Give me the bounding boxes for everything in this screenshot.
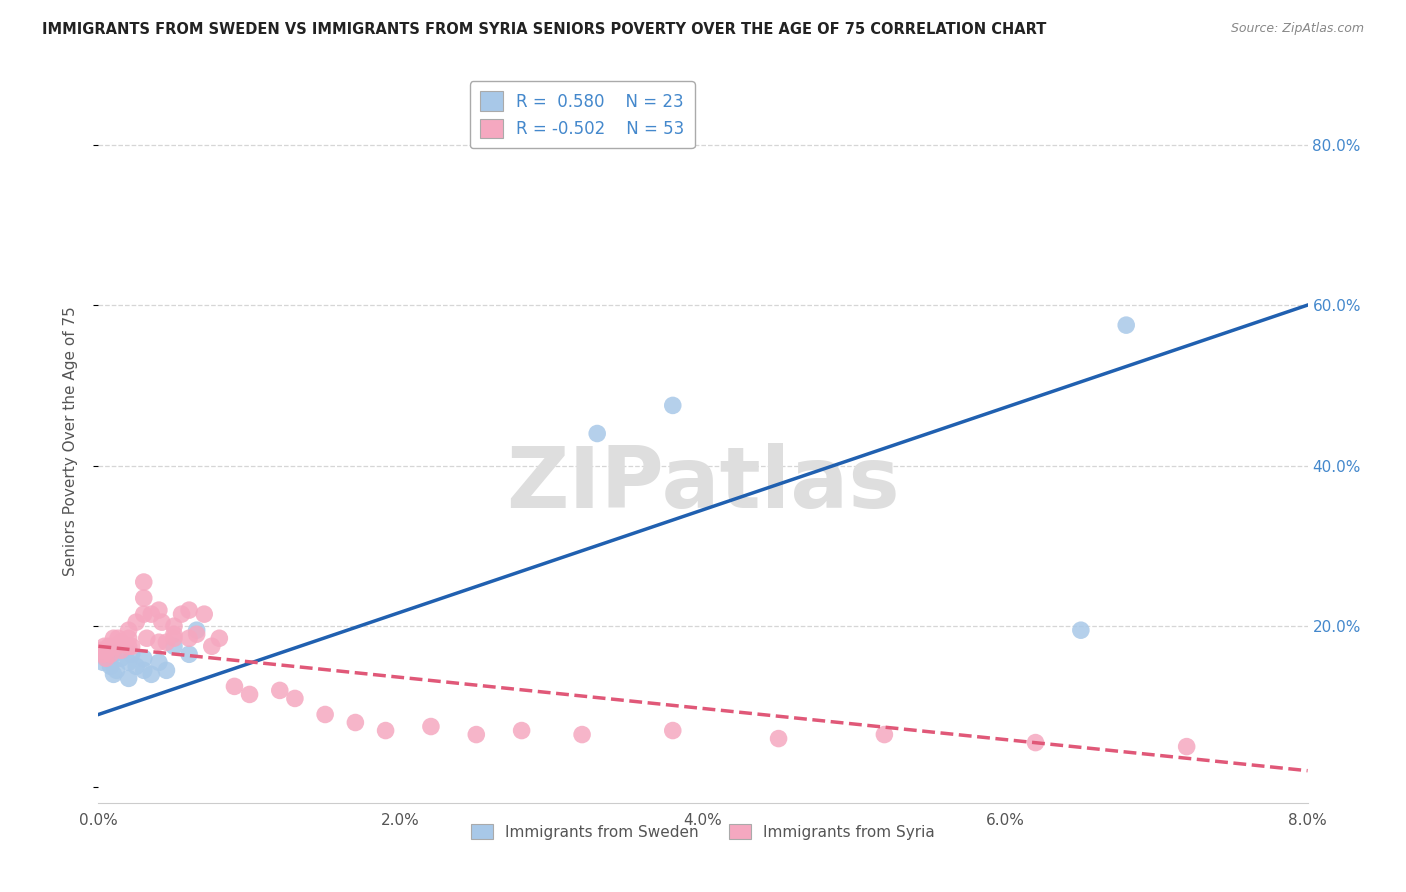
- Point: [661, 398, 683, 412]
- Text: Source: ZipAtlas.com: Source: ZipAtlas.com: [1230, 22, 1364, 36]
- Point: [96, 643, 118, 657]
- Point: [148, 655, 170, 669]
- Point: [768, 731, 790, 746]
- Point: [465, 728, 488, 742]
- Point: [510, 723, 533, 738]
- Point: [148, 603, 170, 617]
- Point: [179, 632, 201, 646]
- Point: [90, 643, 112, 657]
- Point: [91, 655, 114, 669]
- Point: [170, 607, 193, 621]
- Point: [118, 655, 141, 669]
- Y-axis label: Seniors Poverty Over the Age of 75: Seniors Poverty Over the Age of 75: [63, 307, 77, 576]
- Point: [91, 648, 114, 662]
- Point: [94, 651, 117, 665]
- Point: [374, 723, 396, 738]
- Text: IMMIGRANTS FROM SWEDEN VS IMMIGRANTS FROM SYRIA SENIORS POVERTY OVER THE AGE OF : IMMIGRANTS FROM SWEDEN VS IMMIGRANTS FRO…: [42, 22, 1046, 37]
- Point: [107, 632, 129, 646]
- Point: [163, 627, 186, 641]
- Point: [208, 632, 231, 646]
- Point: [105, 639, 128, 653]
- Point: [1115, 318, 1137, 333]
- Point: [186, 627, 208, 641]
- Point: [105, 664, 128, 678]
- Point: [1175, 739, 1198, 754]
- Point: [155, 635, 177, 649]
- Point: [420, 719, 443, 733]
- Point: [571, 728, 593, 742]
- Point: [118, 623, 141, 637]
- Point: [661, 723, 683, 738]
- Point: [873, 728, 896, 742]
- Point: [163, 619, 186, 633]
- Point: [1025, 735, 1047, 749]
- Legend: Immigrants from Sweden, Immigrants from Syria: Immigrants from Sweden, Immigrants from …: [465, 818, 941, 846]
- Point: [125, 615, 148, 630]
- Point: [269, 683, 291, 698]
- Point: [98, 639, 121, 653]
- Point: [239, 687, 262, 701]
- Point: [132, 664, 155, 678]
- Point: [100, 659, 122, 673]
- Point: [224, 680, 246, 694]
- Point: [110, 635, 132, 649]
- Point: [132, 607, 155, 621]
- Point: [103, 632, 125, 646]
- Point: [141, 667, 163, 681]
- Point: [103, 667, 125, 681]
- Point: [132, 591, 155, 606]
- Point: [155, 664, 177, 678]
- Point: [93, 639, 115, 653]
- Point: [163, 632, 186, 646]
- Point: [132, 574, 155, 589]
- Point: [179, 648, 201, 662]
- Point: [103, 639, 125, 653]
- Point: [141, 607, 163, 621]
- Point: [100, 648, 122, 662]
- Point: [118, 639, 141, 653]
- Point: [314, 707, 336, 722]
- Point: [284, 691, 307, 706]
- Point: [121, 639, 143, 653]
- Point: [135, 632, 157, 646]
- Point: [110, 651, 132, 665]
- Text: ZIPatlas: ZIPatlas: [506, 443, 900, 526]
- Point: [186, 623, 208, 637]
- Point: [94, 651, 117, 665]
- Point: [125, 659, 148, 673]
- Point: [148, 635, 170, 649]
- Point: [150, 615, 173, 630]
- Point: [193, 607, 215, 621]
- Point: [344, 715, 367, 730]
- Point: [163, 639, 186, 653]
- Point: [201, 639, 224, 653]
- Point: [110, 643, 132, 657]
- Point: [586, 426, 609, 441]
- Point: [118, 671, 141, 685]
- Point: [179, 603, 201, 617]
- Point: [121, 648, 143, 662]
- Point: [103, 648, 125, 662]
- Point: [1070, 623, 1092, 637]
- Point: [118, 632, 141, 646]
- Point: [132, 651, 155, 665]
